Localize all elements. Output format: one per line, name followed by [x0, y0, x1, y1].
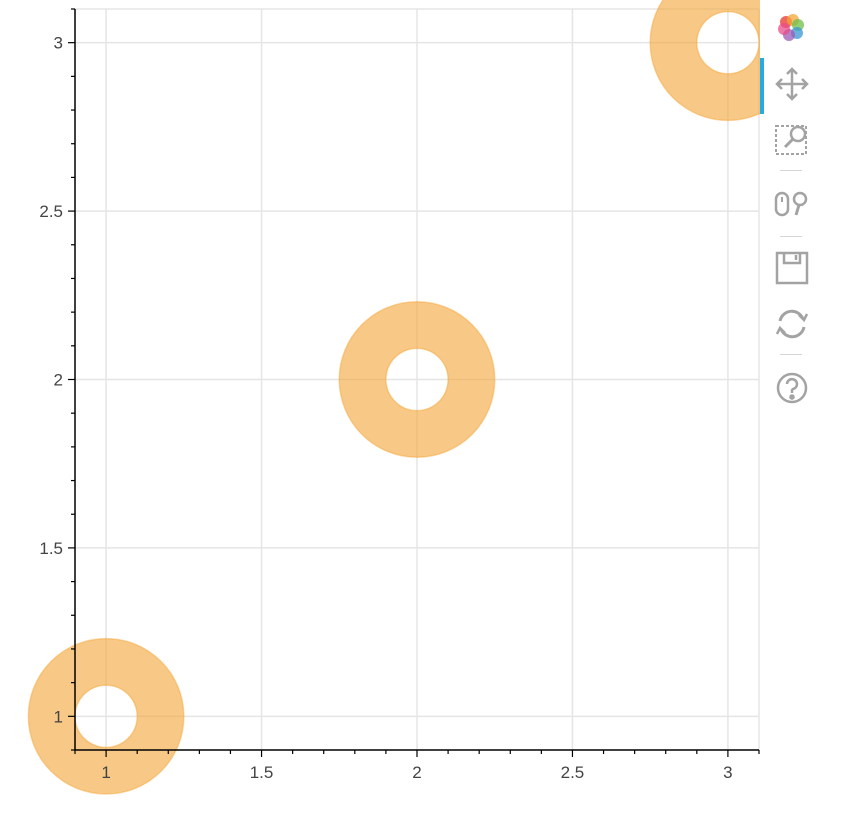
x-tick-label: 2.5 [561, 763, 585, 782]
wheel-zoom-tool-icon[interactable] [772, 184, 812, 224]
box-zoom-tool-icon[interactable] [772, 118, 812, 158]
annulus-point [27, 637, 185, 795]
x-tick-label: 1 [101, 763, 110, 782]
tick-labels: 1 1.5 2 2.5 3 1 1.5 2 2.5 3 [39, 34, 732, 782]
toolbar-separator [780, 170, 802, 171]
help-tool-icon[interactable] [772, 368, 812, 408]
x-tick-label: 3 [723, 763, 732, 782]
toolbar-separator [780, 354, 802, 355]
grid-lines [75, 8, 760, 750]
save-tool-icon[interactable] [772, 248, 812, 288]
x-tick-label: 2 [412, 763, 421, 782]
y-tick-label: 3 [54, 34, 63, 53]
annulus-point [649, 0, 760, 122]
x-tick-label: 1.5 [250, 763, 274, 782]
plot-area[interactable]: 1 1.5 2 2.5 3 1 1.5 2 2.5 3 [0, 0, 760, 832]
annulus-glyphs [27, 0, 760, 795]
reset-tool-icon[interactable] [772, 304, 812, 344]
y-tick-label: 2.5 [39, 202, 63, 221]
bokeh-logo-icon[interactable] [772, 8, 812, 48]
y-tick-label: 1.5 [39, 539, 63, 558]
toolbar [760, 0, 824, 420]
axis-ticks [68, 8, 760, 757]
toolbar-separator [780, 236, 802, 237]
annulus-point [338, 300, 496, 459]
pan-tool-icon[interactable] [772, 64, 812, 104]
active-tool-indicator [760, 58, 764, 114]
y-tick-label: 2 [54, 371, 63, 390]
y-tick-label: 1 [54, 707, 63, 726]
